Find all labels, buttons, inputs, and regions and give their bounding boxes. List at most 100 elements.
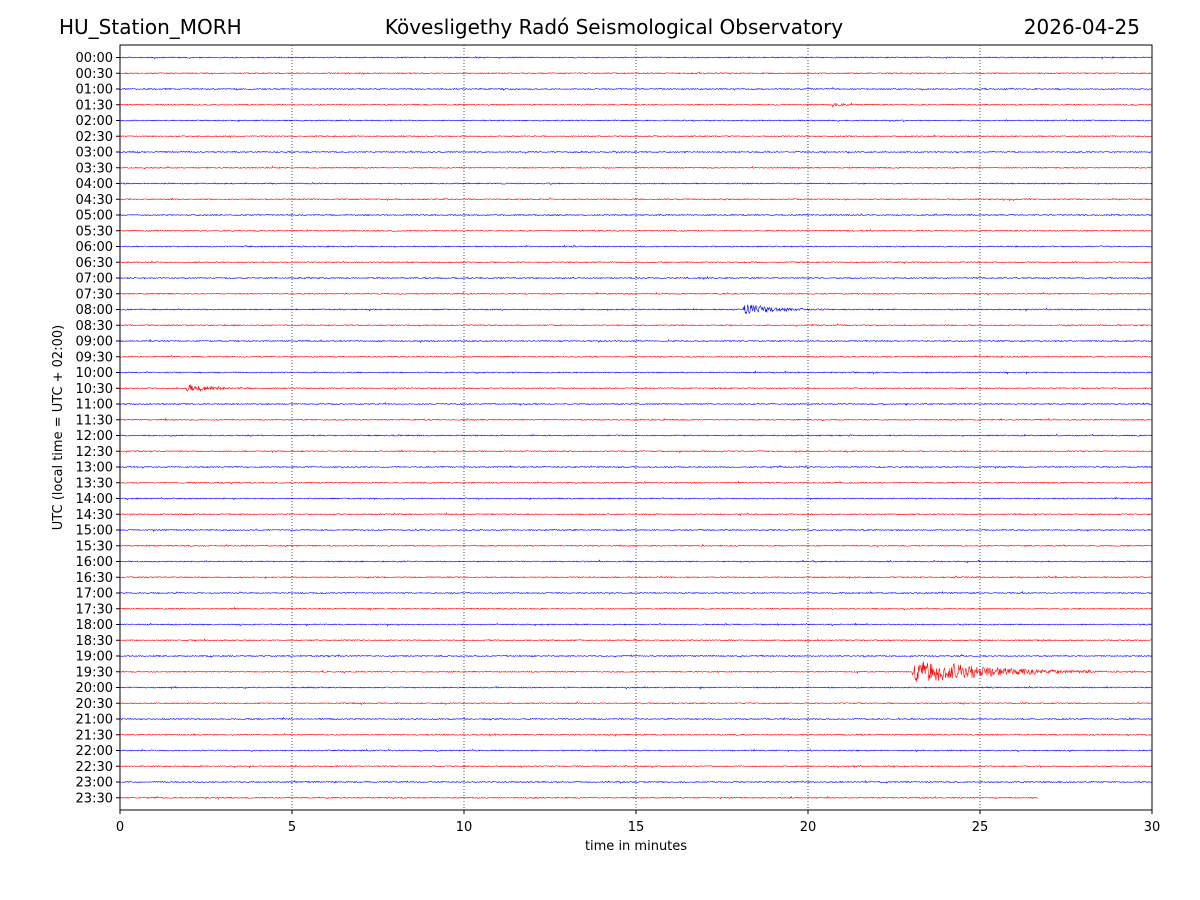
y-tick-label: 07:30 — [76, 287, 113, 302]
seismic-trace-2330 — [119, 795, 1039, 800]
y-tick-label: 19:30 — [76, 665, 113, 680]
seismic-trace-1630 — [119, 575, 1152, 580]
y-tick-label: 05:00 — [76, 209, 113, 224]
y-tick-label: 09:30 — [76, 350, 113, 365]
x-tick-label: 10 — [456, 820, 473, 835]
seismic-trace-2200 — [119, 748, 1152, 753]
seismic-trace-2030 — [119, 701, 1152, 706]
x-axis-label: time in minutes — [585, 839, 687, 854]
seismic-trace-1130 — [119, 417, 1152, 422]
seismic-trace-0700 — [119, 275, 1152, 280]
y-tick-label: 23:00 — [76, 776, 113, 791]
y-tick-label: 10:00 — [76, 366, 113, 381]
seismic-trace-0500 — [119, 213, 1152, 217]
seismic-trace-0100 — [119, 87, 1152, 91]
y-tick-label: 01:30 — [76, 98, 113, 113]
y-tick-label: 09:00 — [76, 335, 113, 350]
y-tick-label: 05:30 — [76, 224, 113, 239]
y-tick-label: 18:30 — [76, 634, 113, 649]
y-tick-label: 19:00 — [76, 650, 113, 665]
y-tick-label: 04:00 — [76, 177, 113, 192]
x-tick-label: 30 — [1144, 820, 1161, 835]
y-tick-label: 22:30 — [76, 760, 113, 775]
seismic-trace-0430 — [119, 197, 1152, 202]
seismic-trace-1230 — [119, 449, 1152, 454]
y-tick-label: 08:30 — [76, 319, 113, 334]
seismic-trace-0400 — [119, 181, 1152, 186]
seismic-trace-1500 — [119, 528, 1152, 533]
y-tick-label: 13:00 — [76, 461, 113, 476]
seismic-trace-2000 — [119, 685, 1152, 690]
seismic-trace-0130 — [119, 102, 1152, 109]
y-tick-label: 12:30 — [76, 445, 113, 460]
seismic-trace-1830 — [119, 638, 1152, 643]
seismic-trace-0730 — [119, 291, 1152, 296]
y-tick-label: 12:00 — [76, 429, 113, 444]
y-tick-label: 00:30 — [76, 67, 113, 82]
y-tick-label: 02:00 — [76, 114, 113, 129]
seismic-trace-1730 — [119, 606, 1152, 612]
y-tick-label: 08:00 — [76, 303, 113, 318]
x-tick-label: 0 — [116, 820, 124, 835]
y-tick-label: 06:30 — [76, 256, 113, 271]
seismic-trace-0900 — [119, 338, 1152, 344]
seismic-trace-1930 — [119, 661, 1152, 682]
seismic-trace-1800 — [119, 622, 1152, 627]
seismic-trace-0800 — [119, 304, 1152, 315]
seismic-trace-1300 — [119, 464, 1152, 469]
seismic-trace-0830 — [119, 323, 1152, 328]
y-tick-label: 13:30 — [76, 476, 113, 491]
seismic-trace-2100 — [119, 716, 1152, 721]
y-tick-label: 21:00 — [76, 713, 113, 728]
y-tick-label: 03:00 — [76, 146, 113, 161]
seismic-trace-1700 — [119, 590, 1152, 595]
observatory-title: Kövesligethy Radó Seismological Observat… — [384, 15, 844, 39]
y-tick-label: 18:00 — [76, 618, 113, 633]
record-date: 2026-04-25 — [1023, 15, 1140, 39]
y-tick-label: 00:00 — [76, 51, 113, 66]
y-tick-label: 15:30 — [76, 539, 113, 554]
y-tick-label: 17:30 — [76, 602, 113, 617]
seismic-trace-0600 — [119, 244, 1152, 248]
y-tick-label: 22:00 — [76, 744, 113, 759]
y-tick-label: 23:30 — [76, 791, 113, 806]
y-tick-label: 10:30 — [76, 382, 113, 397]
y-tick-label: 06:00 — [76, 240, 113, 255]
y-tick-label: 07:00 — [76, 272, 113, 287]
y-tick-label: 04:30 — [76, 193, 113, 208]
x-tick-label: 15 — [628, 820, 645, 835]
y-tick-label: 11:00 — [76, 398, 113, 413]
seismic-trace-2130 — [119, 732, 1152, 737]
x-tick-label: 20 — [800, 820, 817, 835]
seismic-trace-0300 — [119, 150, 1152, 154]
seismic-trace-0330 — [119, 165, 1152, 170]
seismic-trace-1330 — [119, 480, 1152, 485]
y-tick-label: 16:30 — [76, 571, 113, 586]
x-tick-label: 25 — [972, 820, 989, 835]
y-tick-label: 21:30 — [76, 728, 113, 743]
y-tick-label: 20:30 — [76, 697, 113, 712]
seismic-trace-1600 — [119, 559, 1152, 564]
seismic-trace-0630 — [119, 260, 1152, 265]
seismic-trace-1430 — [119, 512, 1152, 517]
y-tick-label: 14:30 — [76, 508, 113, 523]
station-name: HU_Station_MORH — [59, 15, 242, 39]
seismic-trace-2230 — [119, 764, 1152, 769]
seismic-trace-0230 — [119, 134, 1152, 139]
y-tick-label: 15:00 — [76, 524, 113, 539]
seismic-trace-0930 — [119, 354, 1152, 359]
seismic-trace-1530 — [119, 543, 1152, 548]
y-tick-label: 20:00 — [76, 681, 113, 696]
seismic-trace-0000 — [119, 56, 1152, 60]
seismic-trace-1400 — [119, 496, 1152, 501]
seismic-trace-0530 — [119, 228, 1152, 233]
y-tick-label: 16:00 — [76, 555, 113, 570]
seismic-trace-1030 — [119, 384, 1152, 393]
seismic-trace-1100 — [119, 401, 1152, 407]
y-tick-label: 02:30 — [76, 130, 113, 145]
y-tick-label: 17:00 — [76, 587, 113, 602]
y-tick-label: 11:30 — [76, 413, 113, 428]
y-axis-label: UTC (local time = UTC + 02:00) — [51, 325, 66, 530]
seismic-trace-0200 — [119, 119, 1152, 123]
